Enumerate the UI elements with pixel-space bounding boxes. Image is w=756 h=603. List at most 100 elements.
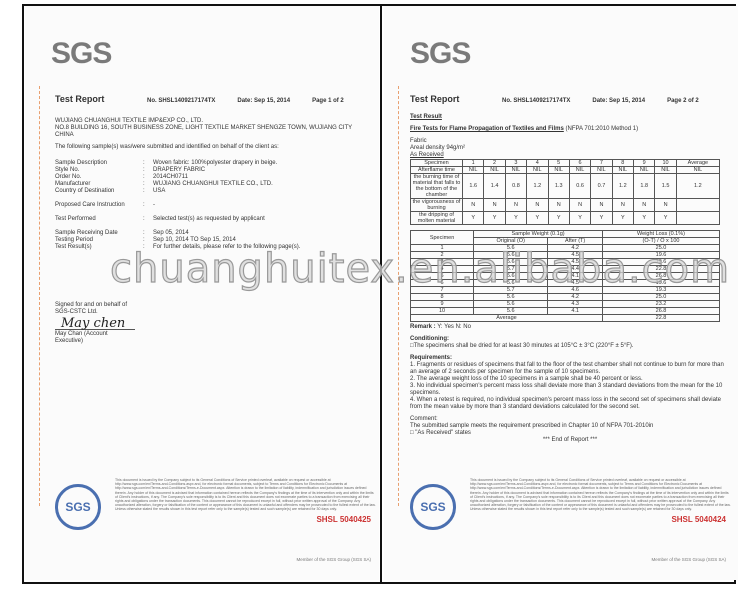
cell: N [632,198,656,212]
table-row: 8 5.6 4.2 25.0 [409,293,720,301]
cell: Y [547,211,570,225]
field-label: Sample Receiving Date [55,230,118,236]
header-cell: Sample Weight (0.1g) [473,230,603,238]
header-cell: Original (O) [473,237,549,245]
header-cell: 8 [611,159,635,167]
cell: N [526,198,549,212]
requirement-item: 3. No individual specimen's percent mass… [410,383,723,396]
field-value: For further details, please refer to the… [153,244,301,250]
table-row: the burning time of material that falls … [410,173,721,199]
cell: NIL [547,166,570,174]
average-label: Average [410,314,603,322]
table-row: the vigorousness of burning N N N N N N N N N N [410,198,721,212]
field-label: Manufacturer [55,181,91,187]
cell: Y [611,211,635,225]
cell: the dripping of molten material [410,211,463,225]
comment-state: □ "As Received" states [410,430,471,436]
requirement-item: 4. When a retest is required, no individ… [410,397,721,410]
signature-block: Signed for and on behalf of SGS-CSTC Ltd… [55,302,375,345]
cell: Y [590,211,613,225]
sgs-seal: SGS [55,484,101,530]
field-row: Manufacturer: WUJIANG CHUANGHUI TEXTILE C… [55,181,273,187]
company-name: SGS-CSTC Ltd. [55,309,98,315]
cell: the vigorousness of burning [410,198,463,212]
report-number: No. SHSL1409217174TX [502,98,571,104]
field-row: Sample Receiving Date: Sep 05, 2014 [55,230,189,236]
field-label: Sample Description [55,160,108,166]
cell: N [590,198,613,212]
comment-label: Comment: [410,416,438,422]
signed-for: Signed for and on behalf of [55,302,128,308]
field-value: WUJIANG CHUANGHUI TEXTILE CO., LTD. [153,181,273,187]
field-row: Proposed Care Instruction: - [55,202,155,208]
header-cell: After (T) [547,237,603,245]
cell: 1.8 [632,173,656,199]
field-label: Testing Period [55,237,94,243]
remark: Y: Yes N: No [437,324,471,330]
cell: 1.2 [675,173,721,199]
test-result-section: Test Result Fire Tests for Flame Propaga… [409,114,730,444]
member-text: Member of the SGS Group (SGS SA) [296,557,371,562]
signature: May chen [61,316,126,331]
cell: N [547,198,570,212]
cell: 5.6 [473,307,549,315]
average-value: 22.8 [602,314,720,322]
cell: N [504,198,528,212]
header-cell: 4 [526,159,549,167]
cell: 5.6 [473,293,549,301]
cell: NIL [526,166,549,174]
cell: NIL [483,166,506,174]
client-line: CHINA [55,132,74,138]
security-stripe [398,86,399,506]
sample-fields: Sample Description: Woven fabric: 100%pol… [55,160,375,251]
cell: 5.6 [473,300,549,308]
cell: 1.3 [547,173,570,199]
report-header: Test Report No. SHSL1409217174TX Date: S… [55,94,375,105]
watermark: chuanghuitex.en.alibaba.com [109,245,731,292]
cell: 10 [409,307,475,315]
requirement-item: 2. The average weight loss of the 10 spe… [410,376,643,382]
cell: NIL [611,166,635,174]
cell: 0.7 [590,173,613,199]
cell: Y [483,211,506,225]
field-value: 2014CH0711 [153,174,188,180]
cell: the burning time of material that falls … [410,173,463,199]
field-row: Order No.:2014CH0711 [55,174,188,180]
report-title: Test Report [55,94,105,104]
requirements-label: Requirements: [410,355,453,361]
cell: 23.2 [602,300,720,308]
cell: N [483,198,506,212]
cell: NIL [654,166,677,174]
cell: NIL [632,166,656,174]
table-row: 10 5.6 4.1 26.8 [409,307,720,315]
header-cell: Weight Loss (0.1%) [602,230,720,238]
cell: NIL [590,166,613,174]
cell: NIL [568,166,592,174]
field-label: Test Result(s) [55,244,92,250]
signer-name: May Chan (Account Executive) [55,329,135,345]
cell: Y [504,211,528,225]
section-title: Test Result [410,114,442,120]
cell: 4.1 [547,307,603,315]
report-header: Test Report No. SHSL1409217174TX Date: S… [410,95,730,105]
member-text: Member of the SGS Group (SGS SA) [651,557,726,562]
cell: NIL [675,166,721,174]
remark-label: Remark : [410,324,436,330]
field-label: Style No. [55,167,80,173]
footer-code: SHSL 5040424 [671,515,726,524]
requirement-item: 1. Fragments or residues of specimens th… [410,362,724,375]
field-row: Test Result(s): For further details, plea… [55,244,301,250]
field-label: Test Performed [55,216,96,222]
header-cell: 9 [632,159,656,167]
field-value: DRAPERY FABRIC [153,167,206,173]
comment-text: The submitted sample meets the requireme… [410,423,654,429]
terms-fine-print: This document is issued by the Company s… [115,478,376,512]
header-cell: Specimen [409,230,475,245]
field-value: Sep 05, 2014 [153,230,189,236]
client-line: WUJIANG CHUANGHUI TEXTILE IMP&EXP CO., L… [55,118,204,124]
terms-fine-print: This document is issued by the Company s… [470,478,731,512]
header-cell: 7 [590,159,613,167]
report-date: Date: Sep 15, 2014 [237,98,291,104]
sgs-logo: SGS [51,37,112,70]
cell: Y [526,211,549,225]
